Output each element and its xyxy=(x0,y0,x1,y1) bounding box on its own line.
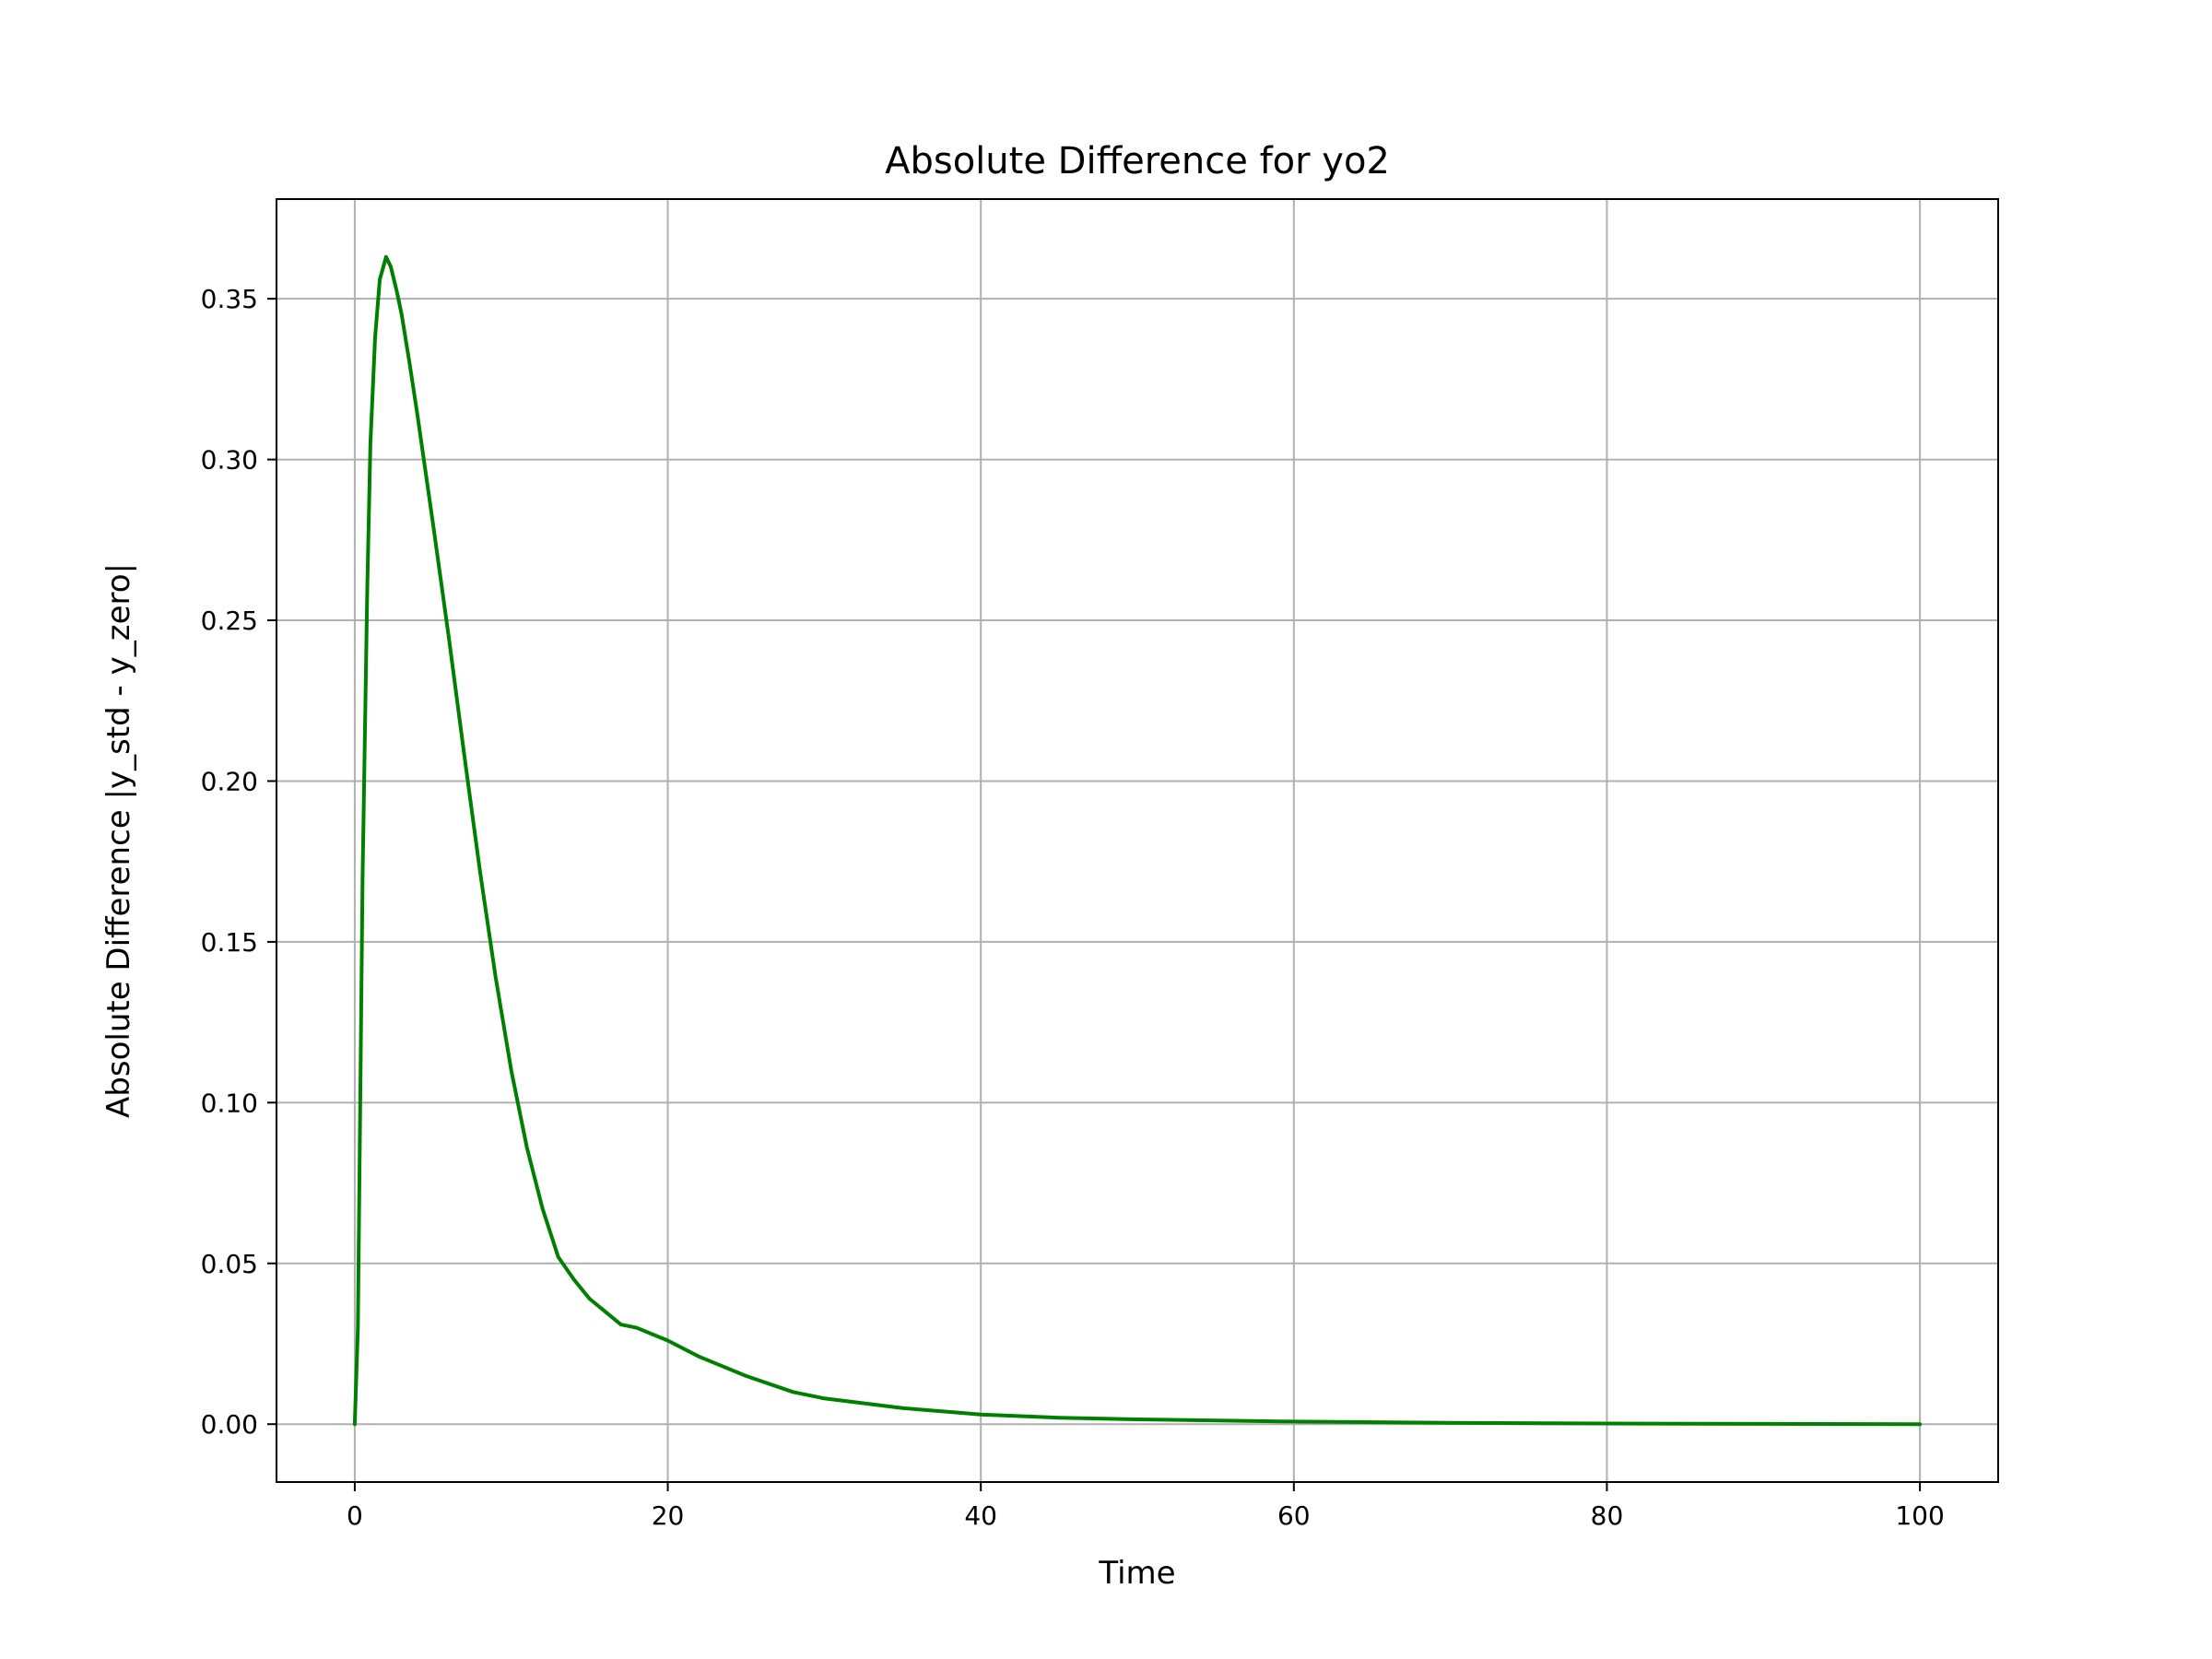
grid-layer xyxy=(276,199,1998,1482)
y-axis-label: Absolute Difference |y_std - y_zero| xyxy=(100,563,137,1118)
y-tick-label: 0.30 xyxy=(201,445,258,476)
series-layer xyxy=(352,254,1923,1427)
y-tick-label: 0.25 xyxy=(201,606,258,636)
x-tick-label: 80 xyxy=(1591,1500,1624,1531)
y-tick-label: 0.10 xyxy=(201,1088,258,1118)
ticks-layer: 0 20 40 60 80 100 0.00 0.05 0.10 0.15 0.20 0.25 0.30… xyxy=(201,284,1945,1531)
plot-frame xyxy=(276,198,1999,1483)
y-tick-label: 0.05 xyxy=(201,1249,258,1279)
x-tick-label: 100 xyxy=(1895,1500,1944,1531)
y-tick-label: 0.35 xyxy=(201,284,258,314)
chart-title: Absolute Difference for yo2 xyxy=(885,140,1390,182)
y-tick-label: 0.20 xyxy=(201,766,258,796)
series-line xyxy=(352,254,1923,1427)
x-tick-label: 0 xyxy=(347,1500,363,1531)
x-tick-label: 60 xyxy=(1277,1500,1311,1531)
x-tick-label: 40 xyxy=(964,1500,997,1531)
y-tick-label: 0.15 xyxy=(201,927,258,958)
y-tick-label: 0.00 xyxy=(201,1409,258,1440)
x-axis-label: Time xyxy=(1098,1555,1175,1592)
x-tick-label: 20 xyxy=(652,1500,685,1531)
